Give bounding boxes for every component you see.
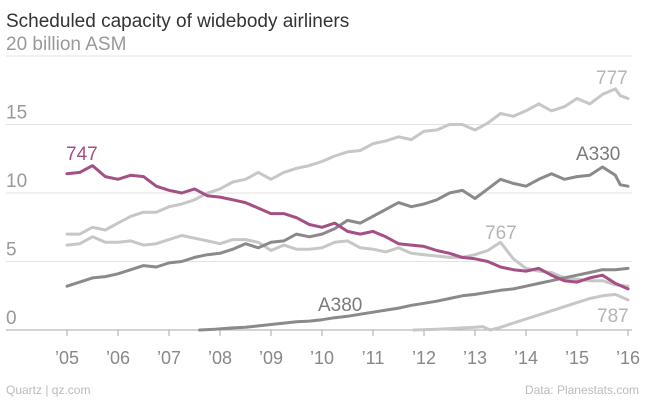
chart-title: Scheduled capacity of widebody airliners	[6, 11, 349, 32]
xtick-label-2007: ’07	[157, 348, 181, 368]
series-line-a380	[198, 266, 630, 332]
ytick-label-0: 0	[6, 308, 17, 329]
xtick-label-2005: ’05	[55, 348, 79, 368]
xtick-label-2010: ’10	[310, 348, 334, 368]
series-labels: 777 747 A330 767 A380 787	[66, 68, 629, 327]
xtick-label-2015: ’15	[565, 348, 589, 368]
xtick-label-2009: ’09	[259, 348, 283, 368]
xtick-label-2012: ’12	[412, 348, 436, 368]
gridlines	[6, 55, 632, 331]
xtick-label-2013: ’13	[463, 348, 487, 368]
y-axis-ticks: 20 billion ASM 15 10 5 0	[6, 34, 126, 329]
series-label-747: 747	[66, 144, 98, 165]
series-lines	[65, 87, 630, 332]
series-line-777	[65, 87, 630, 236]
series-label-777: 777	[596, 68, 628, 89]
ytick-label-5: 5	[6, 240, 17, 261]
footer-source-right: Data: Planestats.com	[525, 383, 639, 397]
xtick-label-2006: ’06	[106, 348, 130, 368]
series-line-787	[412, 292, 630, 332]
series-line-767	[65, 234, 630, 288]
series-label-a380: A380	[318, 295, 362, 316]
series-label-787: 787	[597, 306, 629, 327]
series-label-767: 767	[485, 223, 517, 244]
series-label-a330: A330	[576, 144, 620, 165]
footer-source-left: Quartz | qz.com	[6, 383, 90, 397]
series-line-747	[65, 164, 630, 291]
ytick-label-15: 15	[6, 103, 27, 124]
xtick-label-2011: ’11	[362, 348, 385, 368]
x-axis-ticks: ’05 ’06 ’07 ’08 ’09 ’10 ’11 ’12 ’13 ’14 ’15 ’16	[55, 330, 640, 368]
series-line-a330	[65, 165, 630, 288]
ytick-label-20: 20 billion ASM	[6, 34, 126, 55]
xtick-label-2016: ’16	[616, 348, 640, 368]
xtick-label-2008: ’08	[208, 348, 232, 368]
xtick-label-2014: ’14	[514, 348, 538, 368]
ytick-label-10: 10	[6, 171, 27, 192]
